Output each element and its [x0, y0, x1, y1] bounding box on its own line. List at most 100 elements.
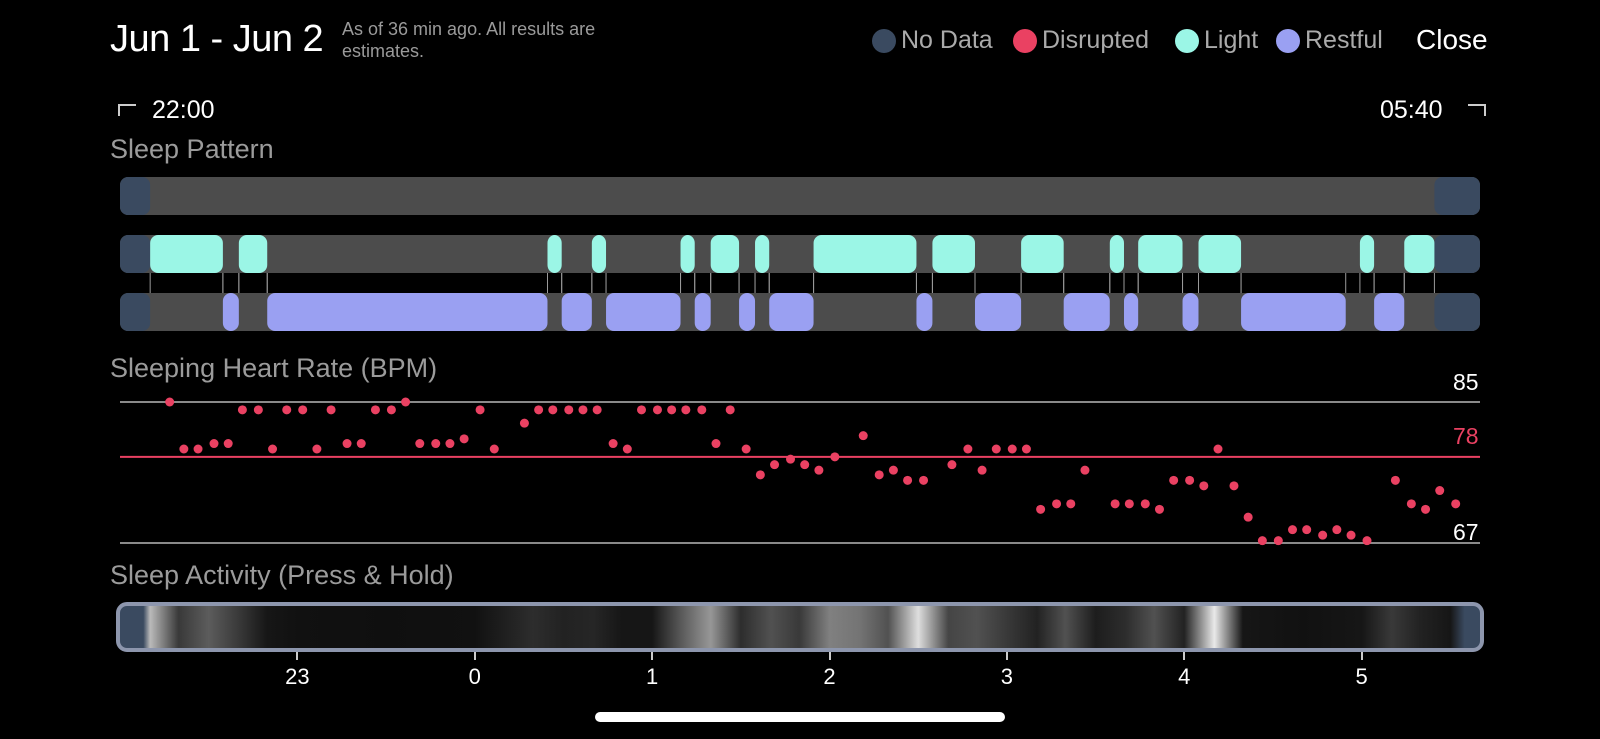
range-end-time: 05:40 [1380, 96, 1443, 124]
sleep-activity-strip[interactable] [116, 602, 1484, 652]
time-tick-label: 23 [285, 664, 310, 689]
hr-point [608, 439, 618, 449]
restful-segment [1123, 293, 1139, 331]
light-row-no-data-start [120, 235, 151, 273]
hr-point [415, 439, 425, 449]
legend-no-data: No Data [872, 26, 993, 55]
hr-point [1406, 499, 1416, 509]
hr-point [1302, 525, 1312, 535]
restful-segment [561, 293, 592, 331]
hr-point [459, 434, 469, 444]
light-row-track [120, 235, 1480, 273]
hr-point [312, 444, 322, 454]
estimate-note: As of 36 min ago. All results are estima… [342, 19, 596, 61]
hr-point [1185, 475, 1195, 485]
hr-point [947, 460, 957, 470]
time-tick-label: 1 [646, 664, 659, 689]
restful-segment [694, 293, 711, 331]
range-start-time: 22:00 [152, 96, 215, 124]
hr-point [711, 439, 721, 449]
light-segment [1404, 235, 1435, 273]
hr-point [1036, 504, 1046, 514]
light-segment [813, 235, 917, 273]
hr-point [298, 405, 308, 415]
heart-rate-chart [120, 397, 1480, 546]
disrupted-dot-icon [1013, 28, 1037, 53]
hr-point [1451, 499, 1461, 509]
hr-point [1273, 536, 1283, 546]
hr-point [770, 460, 780, 470]
hr-point [1362, 536, 1372, 546]
hr-point [179, 444, 189, 454]
time-tick-mark [828, 652, 831, 660]
hr-point [888, 465, 898, 475]
time-tick-mark [296, 652, 299, 660]
restful-segment [974, 293, 1022, 331]
hr-point [1066, 499, 1076, 509]
hr-point [253, 405, 263, 415]
light-segment [932, 235, 975, 273]
hr-point [326, 405, 336, 415]
hr-point [1332, 525, 1342, 535]
hr-point [578, 405, 588, 415]
hr-point [1288, 525, 1298, 535]
hr-point [268, 444, 278, 454]
light-segment [1198, 235, 1242, 273]
home-indicator[interactable] [595, 712, 1005, 722]
hr-point [223, 439, 233, 449]
legend-label: Restful [1305, 26, 1383, 54]
hr-point [209, 439, 219, 449]
hr-point [991, 444, 1001, 454]
hr-point [1021, 444, 1031, 454]
light-segment [1359, 235, 1375, 273]
legend-label: Disrupted [1042, 26, 1149, 54]
page-title: Jun 1 - Jun 2 [110, 18, 324, 60]
hr-point [814, 465, 824, 475]
hr-min-value: 67 [1453, 519, 1479, 545]
light-segment [755, 235, 770, 273]
hr-point [445, 439, 455, 449]
light-segment [1109, 235, 1124, 273]
hr-point [1229, 481, 1239, 491]
restful-segment [267, 293, 548, 331]
restful-segment [916, 293, 933, 331]
hr-point [963, 444, 973, 454]
restful-segment [739, 293, 756, 331]
light-segment [1021, 235, 1064, 273]
hr-max-value: 85 [1453, 369, 1479, 395]
legend-label: No Data [901, 26, 993, 54]
legend-disrupted: Disrupted [1013, 26, 1149, 55]
hr-point [1154, 504, 1164, 514]
time-tick-mark [1183, 652, 1186, 660]
hr-point [1140, 499, 1150, 509]
light-row-no-data-end [1434, 235, 1480, 273]
time-tick-mark [473, 652, 476, 660]
hr-point [564, 405, 574, 415]
time-tick-label: 0 [468, 664, 481, 689]
hr-point [1421, 504, 1431, 514]
light-segment [710, 235, 740, 273]
restful-row-no-data-start [120, 293, 151, 331]
heart-rate-label: Sleeping Heart Rate (BPM) [110, 353, 438, 383]
light-segment [238, 235, 268, 273]
hr-point [1110, 499, 1120, 509]
disrupted-row-no-data-start [120, 177, 151, 215]
light-dot-icon [1175, 28, 1199, 53]
time-tick-label: 3 [1000, 664, 1014, 689]
restful-segment [769, 293, 814, 331]
hr-point [165, 397, 175, 407]
sleep-pattern-label: Sleep Pattern [110, 134, 274, 164]
hr-avg-value: 78 [1453, 423, 1479, 449]
legend-light: Light [1175, 26, 1258, 55]
hr-point [830, 452, 840, 462]
hr-point [903, 475, 913, 485]
close-button[interactable]: Close [1416, 24, 1488, 55]
hr-point [282, 405, 292, 415]
restful-dot-icon [1276, 28, 1300, 53]
hr-point [1257, 536, 1267, 546]
hr-point [681, 405, 691, 415]
hr-point [800, 460, 810, 470]
time-tick-label: 5 [1355, 664, 1368, 689]
light-segment [150, 235, 223, 273]
